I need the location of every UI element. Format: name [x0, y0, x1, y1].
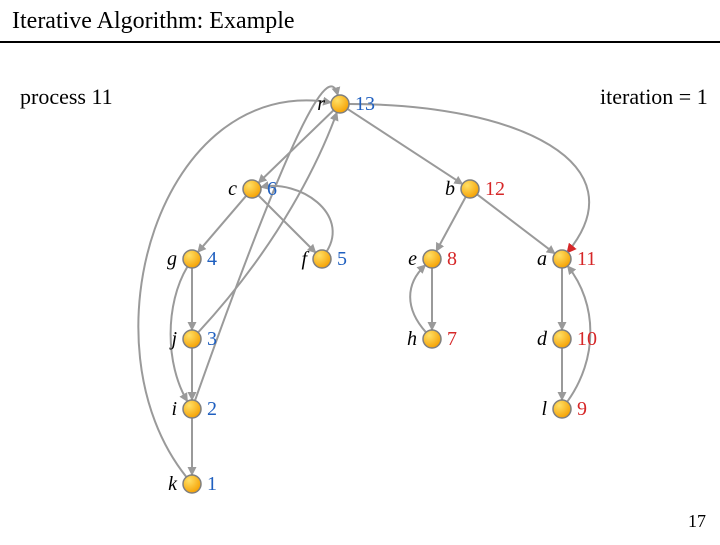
node-value-d: 10 [577, 328, 597, 350]
node-b: b 12 [445, 178, 505, 200]
node-r: r 13 [317, 93, 375, 115]
node-label-i: i [171, 398, 177, 420]
node-label-b: b [445, 178, 455, 200]
node-value-k: 1 [207, 473, 217, 495]
edge-h-e [410, 265, 426, 332]
node-a: a 11 [537, 248, 596, 270]
node-d: d 10 [537, 328, 597, 350]
node-value-c: 6 [267, 178, 277, 200]
node-label-k: k [168, 473, 178, 495]
node-value-j: 3 [207, 328, 217, 350]
node-label-r: r [317, 93, 325, 115]
node-j: j3 [168, 328, 217, 350]
iteration-label: iteration = 1 [600, 84, 708, 109]
node-value-a: 11 [577, 248, 596, 270]
node-label-a: a [537, 248, 547, 270]
edge-b-a [477, 194, 555, 253]
node-value-g: 4 [207, 248, 217, 270]
node-value-i: 2 [207, 398, 217, 420]
node-value-h: 7 [447, 328, 457, 350]
node-value-l: 9 [577, 398, 587, 420]
node-h: h7 [407, 328, 457, 350]
node-label-c: c [228, 178, 237, 200]
page-number: 17 [688, 511, 706, 532]
node-e: e8 [408, 248, 457, 270]
node-c: c6 [228, 178, 277, 200]
node-label-f: f [301, 248, 309, 270]
graph-canvas: r13c6b12g4f5e8a11j3h7d10i2l9k1 process 1… [0, 44, 720, 540]
edge-c-g [198, 196, 246, 252]
node-label-g: g [167, 248, 177, 270]
node-label-h: h [407, 328, 417, 350]
node-g: g4 [167, 248, 217, 270]
node-k: k1 [168, 473, 217, 495]
edge-r-b [348, 109, 463, 184]
node-value-e: 8 [447, 248, 457, 270]
node-label-e: e [408, 248, 417, 270]
title-bar: Iterative Algorithm: Example [0, 0, 720, 43]
node-value-f: 5 [337, 248, 347, 270]
edge-r-a [349, 104, 589, 252]
node-l: l9 [541, 398, 587, 420]
slide-title: Iterative Algorithm: Example [12, 8, 295, 34]
edge-j-r [198, 112, 337, 332]
node-value-r: 13 [355, 93, 375, 115]
edge-c-f [258, 195, 315, 252]
process-label: process 11 [20, 84, 113, 109]
node-i: i2 [171, 398, 217, 420]
node-f: f5 [301, 248, 347, 270]
node-label-d: d [537, 328, 548, 350]
node-value-b: 12 [485, 178, 505, 200]
edge-b-e [436, 197, 465, 251]
node-label-l: l [541, 398, 547, 420]
